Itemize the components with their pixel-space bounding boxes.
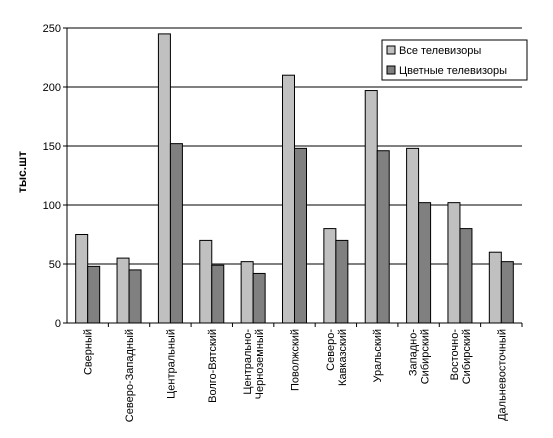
x-category-text: Восточно- [449, 329, 461, 381]
y-tick-label: 50 [49, 259, 61, 271]
bar [169, 143, 183, 324]
x-category-text: Центрально- [242, 329, 254, 395]
x-category-text: Черноземный [254, 329, 266, 399]
x-category-text: Северо-Западный [124, 329, 136, 422]
x-category-text: Волго-Вятский [207, 329, 219, 403]
y-tick-labels: 0 50 100 150 200 250 [43, 23, 61, 330]
bar [87, 265, 101, 324]
bar [128, 269, 142, 324]
x-category-label: Западно- Сибирский [408, 329, 432, 385]
x-category-text: Поволжский [290, 329, 302, 391]
bar [282, 74, 295, 324]
x-category-label: Уральский [372, 329, 384, 382]
bar [157, 33, 171, 324]
x-category-text: Кавказский [337, 329, 349, 386]
x-category-text: Сибирский [420, 329, 432, 384]
x-category-label: Восточно- Сибирский [449, 329, 473, 385]
y-tick-label: 150 [43, 141, 61, 153]
bar [335, 239, 349, 324]
x-category-label: Дальневосточный [496, 329, 508, 421]
x-category-label: Поволжский [290, 329, 302, 391]
bar [240, 261, 254, 324]
bar [376, 150, 390, 324]
legend-swatch [386, 45, 396, 55]
x-category-text: Сибирский [461, 329, 473, 384]
x-category-label: Северо- Кавказский [325, 329, 349, 386]
x-category-labels: Сверный Северо-Западный Центральный Волго-В… [83, 329, 509, 423]
bar [323, 228, 337, 324]
bar [75, 234, 89, 324]
bar [199, 239, 213, 324]
x-category-text: Сверный [83, 329, 95, 375]
bar [364, 90, 378, 324]
legend: Все телевизоры Цветные телевизоры [381, 39, 528, 81]
y-axis-label: тыс.шт [15, 151, 29, 193]
bar [406, 147, 420, 324]
legend-label: Цветные телевизоры [399, 65, 507, 77]
bar [488, 251, 502, 324]
x-category-label: Центрально- Черноземный [242, 329, 266, 400]
legend-label: Все телевизоры [399, 45, 481, 57]
y-tick-label: 100 [43, 200, 61, 212]
x-category-label: Северо-Западный [124, 329, 136, 422]
x-category-label: Волго-Вятский [207, 329, 219, 403]
bar [418, 202, 432, 324]
legend-box [381, 39, 528, 81]
bar [459, 228, 473, 324]
x-category-label: Центральный [165, 329, 177, 399]
bar [447, 202, 461, 324]
bar [500, 261, 514, 324]
y-tick-label: 200 [43, 82, 61, 94]
x-category-text: Западно- [408, 329, 420, 376]
x-category-label: Сверный [83, 329, 95, 375]
x-category-text: Северо- [325, 329, 337, 371]
bar [252, 272, 266, 324]
y-tick-label: 250 [43, 23, 61, 35]
legend-swatch [386, 65, 396, 75]
y-tick-label: 0 [55, 318, 61, 330]
bar [211, 264, 225, 324]
axes [63, 27, 523, 327]
bar [116, 257, 130, 324]
bar [294, 147, 307, 324]
x-category-text: Уральский [372, 329, 384, 382]
x-category-text: Дальневосточный [496, 329, 508, 421]
x-category-text: Центральный [165, 329, 177, 399]
